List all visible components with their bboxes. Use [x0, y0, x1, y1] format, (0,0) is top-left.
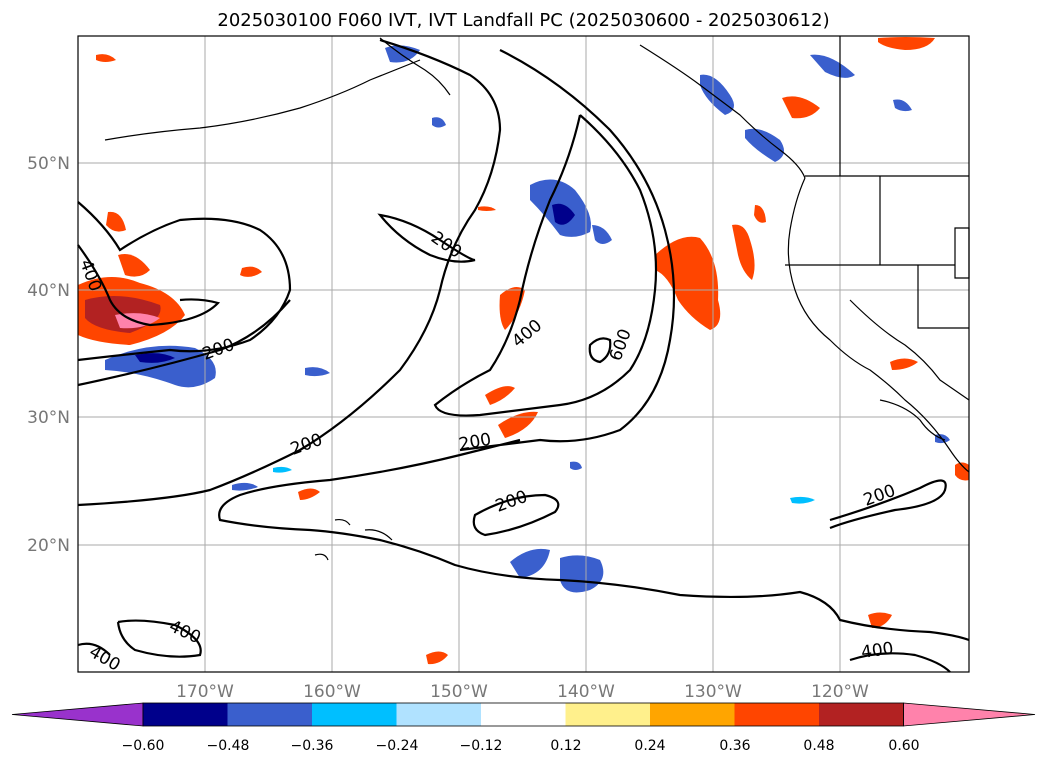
contour-200-southeast [472, 493, 560, 537]
colorbar-segment [481, 703, 566, 726]
lon-label: 140°W [557, 682, 615, 702]
colorbar-segment [819, 703, 904, 726]
colorbar-segment [650, 703, 735, 726]
latitude-labels: 50°N 40°N 30°N 20°N [27, 154, 70, 556]
colorbar-tick-label: −0.12 [460, 738, 503, 754]
lat-label: 40°N [27, 281, 70, 301]
contour-label: 400 [860, 639, 895, 663]
lon-label: 150°W [430, 682, 488, 702]
lon-label: 130°W [684, 682, 742, 702]
contour-200-outer [218, 49, 970, 642]
contour-600 [588, 337, 612, 364]
contour-400-southwest-2 [77, 642, 111, 656]
colorbar-tick-label: 0.36 [719, 738, 750, 754]
contour-400-center [433, 114, 658, 417]
colorbar-tick-labels: −0.60 −0.48 −0.36 −0.24 −0.12 0.12 0.24 … [122, 738, 920, 754]
colorbar-tick-label: −0.24 [376, 738, 419, 754]
contour-200-east [829, 479, 947, 530]
contour-200-main [77, 38, 502, 507]
lat-label: 50°N [27, 154, 70, 174]
contour-400-west [77, 244, 221, 327]
longitude-labels: 170°W 160°W 150°W 140°W 130°W 120°W [176, 682, 869, 702]
colorbar-segment [312, 703, 397, 726]
contour-200-island [377, 213, 476, 263]
lat-label: 20°N [27, 536, 70, 556]
map-title: 2025030100 F060 IVT, IVT Landfall PC (20… [217, 10, 830, 31]
lat-label: 30°N [27, 408, 70, 428]
colorbar [11, 702, 1036, 727]
colorbar-segment [143, 703, 228, 726]
colorbar-tick-label: 0.24 [634, 738, 665, 754]
colorbar-segment [396, 703, 482, 726]
colorbar-tick-label: −0.48 [207, 738, 250, 754]
contour-200-west [77, 201, 292, 362]
coastlines [104, 36, 970, 561]
lon-label: 170°W [176, 682, 234, 702]
colorbar-extend-min [11, 702, 144, 727]
contour-400-southeast [849, 652, 951, 673]
lon-label: 160°W [303, 682, 361, 702]
colorbar-tick-label: −0.60 [122, 738, 165, 754]
map-frame [77, 35, 970, 673]
colorbar-tick-label: 0.60 [888, 738, 919, 754]
colorbar-tick-label: 0.48 [803, 738, 834, 754]
colorbar-segment [734, 703, 820, 726]
colorbar-segment [565, 703, 651, 726]
lon-label: 120°W [811, 682, 869, 702]
colorbar-outline [142, 702, 904, 727]
negative-anomaly-south [510, 548, 550, 578]
colorbar-segment [227, 703, 313, 726]
ivt-contours [77, 38, 970, 673]
colorbar-tick-label: −0.36 [291, 738, 334, 754]
colorbar-tick-label: 0.12 [550, 738, 581, 754]
colorbar-extend-max [903, 702, 1036, 727]
contour-400-southwest [116, 619, 202, 658]
